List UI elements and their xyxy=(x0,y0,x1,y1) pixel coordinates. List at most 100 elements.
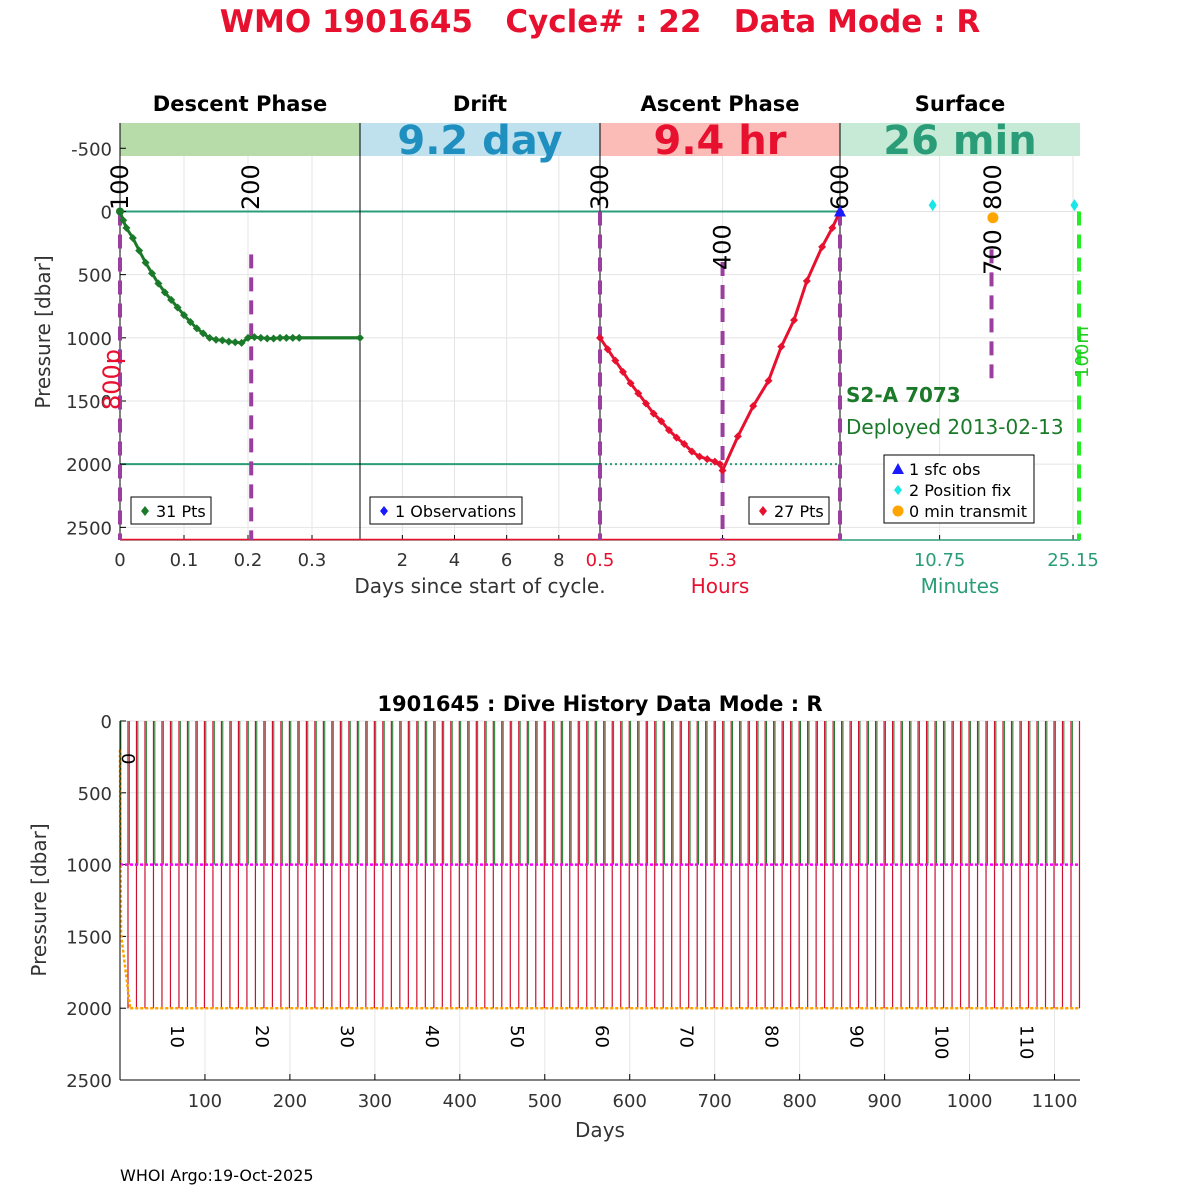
cycle-label: 10 xyxy=(166,1025,187,1048)
history-x-tick-label: 300 xyxy=(358,1091,392,1112)
float-id-label: S2-A 7073 xyxy=(846,383,961,407)
descent-point xyxy=(205,333,214,342)
first-dive-trace xyxy=(118,749,132,1009)
descent-point xyxy=(186,318,195,327)
descent-point xyxy=(128,233,137,242)
descent-point xyxy=(282,333,291,342)
legend-surface-text: 0 min transmit xyxy=(909,502,1027,521)
history-y-tick-label: 1500 xyxy=(66,927,112,948)
x-tick-label: 5.3 xyxy=(708,550,737,571)
y-tick-label: 2000 xyxy=(66,455,112,476)
ascent-point xyxy=(603,345,612,354)
ascent-point xyxy=(626,379,635,388)
history-x-tick-label: 1100 xyxy=(1032,1091,1078,1112)
legend-drift: 1 Observations xyxy=(369,496,523,525)
ascent-point xyxy=(764,376,773,385)
descent-point xyxy=(256,333,265,342)
legend-descent-swatch xyxy=(141,506,149,516)
legend-surface-swatch xyxy=(892,463,904,474)
descent-point xyxy=(218,336,227,345)
ascent-point xyxy=(703,455,712,464)
band-text-surface: 26 min xyxy=(883,118,1036,164)
x-tick-label: 4 xyxy=(449,550,460,571)
marker-label-700: 700 xyxy=(979,229,1007,275)
cycle-label: 80 xyxy=(761,1025,782,1048)
descent-point xyxy=(212,335,220,344)
descent-point xyxy=(231,338,240,347)
history-x-axis-label: Days xyxy=(575,1118,625,1142)
ascent-point xyxy=(657,417,666,426)
history-x-tick-label: 600 xyxy=(613,1091,647,1112)
history-x-tick-label: 500 xyxy=(528,1091,562,1112)
x-tick-label: 0 xyxy=(114,550,125,571)
descent-point xyxy=(263,334,272,343)
page-title: WMO 1901645 Cycle# : 22 Data Mode : R xyxy=(219,4,981,40)
descent-point xyxy=(288,333,297,342)
history-title: 1901645 : Dive History Data Mode : R xyxy=(377,692,822,716)
cycle-label: 0 xyxy=(117,753,138,764)
ascent-point xyxy=(749,402,758,411)
ascent-point xyxy=(777,342,786,351)
y-tick-label: 2500 xyxy=(66,518,112,539)
cycle-label: 30 xyxy=(336,1025,357,1048)
descent-point xyxy=(135,246,144,255)
cycle-label: 90 xyxy=(846,1025,867,1048)
history-x-tick-label: 900 xyxy=(867,1091,901,1112)
band-text-drift: 9.2 day xyxy=(397,118,562,164)
x-tick-label: 10.75 xyxy=(914,550,966,571)
x-tick-label: 2 xyxy=(397,550,408,571)
legend-surface: 1 sfc obs 2 Position fix 0 min transmit xyxy=(883,454,1035,524)
panel-title-drift: Drift xyxy=(453,92,507,116)
ascent-point xyxy=(664,426,673,435)
ascent-point xyxy=(634,389,643,398)
legend-descent-text: 31 Pts xyxy=(156,502,206,521)
cycle-label: 100 xyxy=(931,1025,952,1059)
history-y-tick-label: 1000 xyxy=(66,856,112,877)
panel-title-surface: Surface xyxy=(915,92,1005,116)
descent-point xyxy=(276,333,284,342)
history-x-tick-label: 800 xyxy=(782,1091,816,1112)
cycle-label: 50 xyxy=(506,1025,527,1048)
cycle-label: 110 xyxy=(1016,1025,1037,1059)
panel-title-ascent: Ascent Phase xyxy=(641,92,800,116)
descent-point xyxy=(244,333,252,342)
legend-drift-swatch xyxy=(380,506,388,516)
x-tick-label: 6 xyxy=(501,550,512,571)
marker-label-100: 100 xyxy=(106,164,134,210)
descent-point xyxy=(119,216,128,225)
footer-credit: WHOI Argo:19-Oct-2025 xyxy=(120,1166,314,1185)
sfc-obs-marker xyxy=(834,205,846,217)
descent-point xyxy=(173,303,182,312)
y-tick-label: -500 xyxy=(71,139,112,160)
ascent-point xyxy=(611,356,620,365)
cycle-label: 70 xyxy=(676,1025,697,1048)
band-text-ascent: 9.4 hr xyxy=(654,118,787,164)
history-y-tick-label: 0 xyxy=(101,712,112,733)
descent-point xyxy=(167,295,176,304)
history-x-tick-label: 400 xyxy=(443,1091,477,1112)
descent-point xyxy=(250,333,259,342)
ascent-point xyxy=(828,223,837,232)
marker-label-600: 600 xyxy=(826,164,854,210)
cycle-label: 40 xyxy=(421,1025,442,1048)
x-tick-label: 0.2 xyxy=(234,550,263,571)
descent-point xyxy=(237,338,246,347)
ascent-point xyxy=(672,433,681,442)
phase-band-surface xyxy=(840,123,1080,156)
x-axis-label-days: Days since start of cycle. xyxy=(354,574,605,598)
x-tick-label: 0.1 xyxy=(170,550,199,571)
descent-point xyxy=(160,288,169,297)
descent-point xyxy=(154,279,163,288)
ascent-point xyxy=(790,316,799,325)
x-tick-label: 0.3 xyxy=(298,550,327,571)
descent-point xyxy=(122,223,131,232)
legend-drift-frame xyxy=(369,496,523,525)
ascent-point xyxy=(687,447,696,456)
park-pressure-label: 800p xyxy=(98,349,126,410)
ascent-point xyxy=(618,367,627,376)
surface-distance-label: 100m xyxy=(1072,326,1093,378)
cycle-label: 60 xyxy=(591,1025,612,1048)
legend-surface-swatch xyxy=(892,505,904,517)
y-tick-label: 1500 xyxy=(66,392,112,413)
